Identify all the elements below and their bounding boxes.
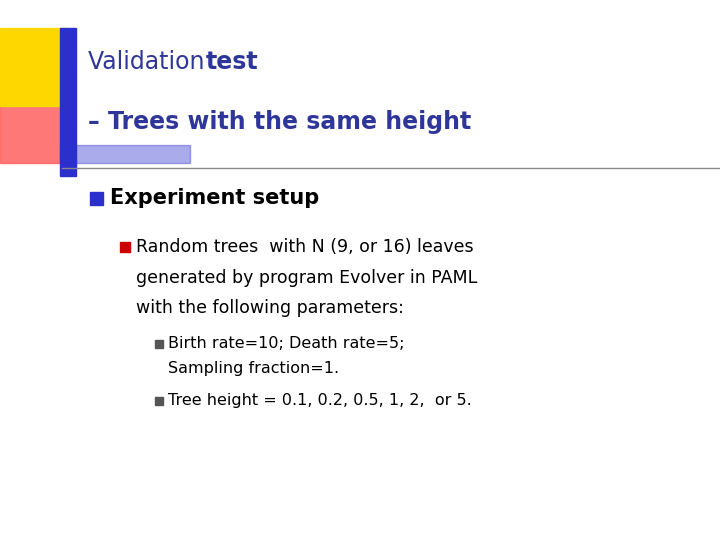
Text: Experiment setup: Experiment setup	[110, 188, 319, 208]
Text: with the following parameters:: with the following parameters:	[136, 299, 404, 317]
Text: test: test	[206, 50, 258, 74]
Bar	[90, 192, 103, 205]
Text: – Trees with the same height: – Trees with the same height	[88, 110, 472, 134]
Bar	[60, 28, 76, 176]
Bar	[155, 340, 163, 348]
Bar	[120, 242, 130, 252]
Bar	[0, 28, 68, 106]
Text: Random trees  with N (9, or 16) leaves: Random trees with N (9, or 16) leaves	[136, 238, 474, 256]
Text: generated by program Evolver in PAML: generated by program Evolver in PAML	[136, 269, 477, 287]
Bar	[155, 397, 163, 405]
Text: Birth rate=10; Death rate=5;: Birth rate=10; Death rate=5;	[168, 336, 405, 352]
Bar	[60, 145, 190, 163]
Text: Sampling fraction=1.: Sampling fraction=1.	[168, 361, 339, 376]
Text: Validation: Validation	[88, 50, 212, 74]
Text: Tree height = 0.1, 0.2, 0.5, 1, 2,  or 5.: Tree height = 0.1, 0.2, 0.5, 1, 2, or 5.	[168, 394, 472, 408]
FancyBboxPatch shape	[0, 88, 72, 163]
